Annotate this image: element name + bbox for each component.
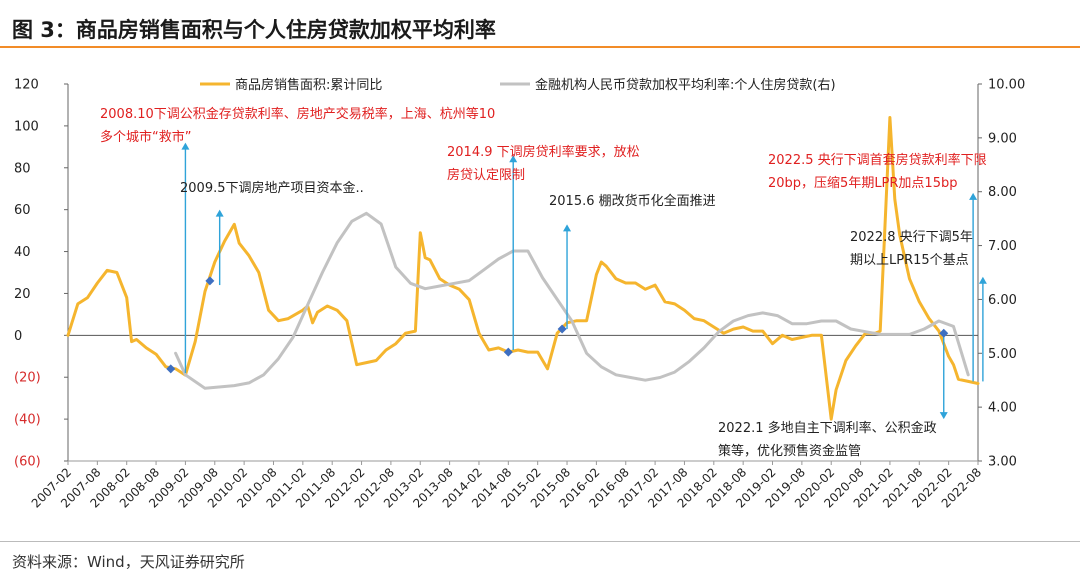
annotation-arrow-head — [978, 276, 987, 284]
event-marker — [166, 364, 176, 374]
left-tick-label: 120 — [14, 78, 39, 93]
annotation-a2022jan-line: 2022.1 多地自主下调利率、公积金政 — [718, 420, 937, 436]
event-marker — [205, 276, 215, 286]
left-tick-label: 60 — [14, 203, 31, 218]
event-marker — [557, 324, 567, 334]
left-tick-label: (60) — [14, 455, 41, 470]
series-line-sales-area-yoy — [66, 116, 980, 421]
figure-title: 图 3：商品房销售面积与个人住房贷款加权平均利率 — [12, 18, 496, 42]
source-note: 资料来源：Wind，天风证券研究所 — [12, 553, 245, 571]
right-tick-label: 6.00 — [988, 293, 1017, 308]
annotation-arrow-head — [563, 224, 572, 232]
annotation-a2008-line: 2008.10下调公积金存贷款利率、房地产交易税率，上海、杭州等10 — [100, 106, 495, 122]
left-tick-label: 20 — [14, 287, 31, 302]
right-tick-label: 3.00 — [988, 455, 1017, 470]
right-tick-label: 10.00 — [988, 78, 1025, 93]
right-tick-label: 5.00 — [988, 347, 1017, 362]
annotation-arrow-head — [969, 192, 978, 200]
annotation-arrow-head — [215, 209, 224, 217]
left-tick-label: 100 — [14, 119, 39, 134]
legend-label-sales: 商品房销售面积:累计同比 — [235, 77, 382, 93]
right-tick-label: 7.00 — [988, 239, 1017, 254]
left-tick-label: (20) — [14, 371, 41, 386]
annotation-arrow-head — [509, 155, 518, 163]
event-marker — [503, 347, 513, 357]
series-line-mortgage-rate — [174, 211, 970, 390]
bottom-rule — [0, 541, 1080, 542]
annotation-a2014-line: 房贷认定限制 — [447, 167, 525, 183]
left-tick-label: 80 — [14, 161, 31, 176]
annotation-a2022may-line: 2022.5 央行下调首套房贷款利率下限 — [768, 152, 987, 168]
right-tick-label: 8.00 — [988, 185, 1017, 200]
annotation-a2008-line: 多个城市“救市” — [100, 129, 191, 145]
left-tick-label: 0 — [14, 329, 22, 344]
right-tick-label: 4.00 — [988, 401, 1017, 416]
event-marker — [939, 328, 949, 338]
left-tick-label: 40 — [14, 245, 31, 260]
annotation-a2009-line: 2009.5下调房地产项目资本金.. — [180, 180, 364, 196]
annotation-a2022aug-line: 2022.8 央行下调5年 — [850, 230, 973, 245]
legend-label-rate: 金融机构人民币贷款加权平均利率:个人住房贷款(右) — [535, 77, 836, 93]
annotation-a2015-line: 2015.6 棚改货币化全面推进 — [549, 193, 716, 209]
annotation-arrow-head — [939, 412, 948, 420]
title-rule — [0, 46, 1080, 48]
annotation-a2022may-line: 20bp，压缩5年期LPR加点15bp — [768, 175, 957, 191]
annotation-a2022jan-line: 策等，优化预售资金监管 — [718, 443, 861, 459]
annotation-a2014-line: 2014.9 下调房贷利率要求，放松 — [447, 144, 640, 160]
annotation-arrow-head — [181, 142, 190, 150]
right-tick-label: 9.00 — [988, 131, 1017, 146]
left-tick-label: (40) — [14, 413, 41, 428]
chart-area: 120 100 80 60 40 20 0 (20) (40) (60) 10.00 9.00 8.00… — [14, 77, 1025, 511]
annotation-a2022aug-line: 期以上LPR15个基点 — [850, 253, 969, 268]
